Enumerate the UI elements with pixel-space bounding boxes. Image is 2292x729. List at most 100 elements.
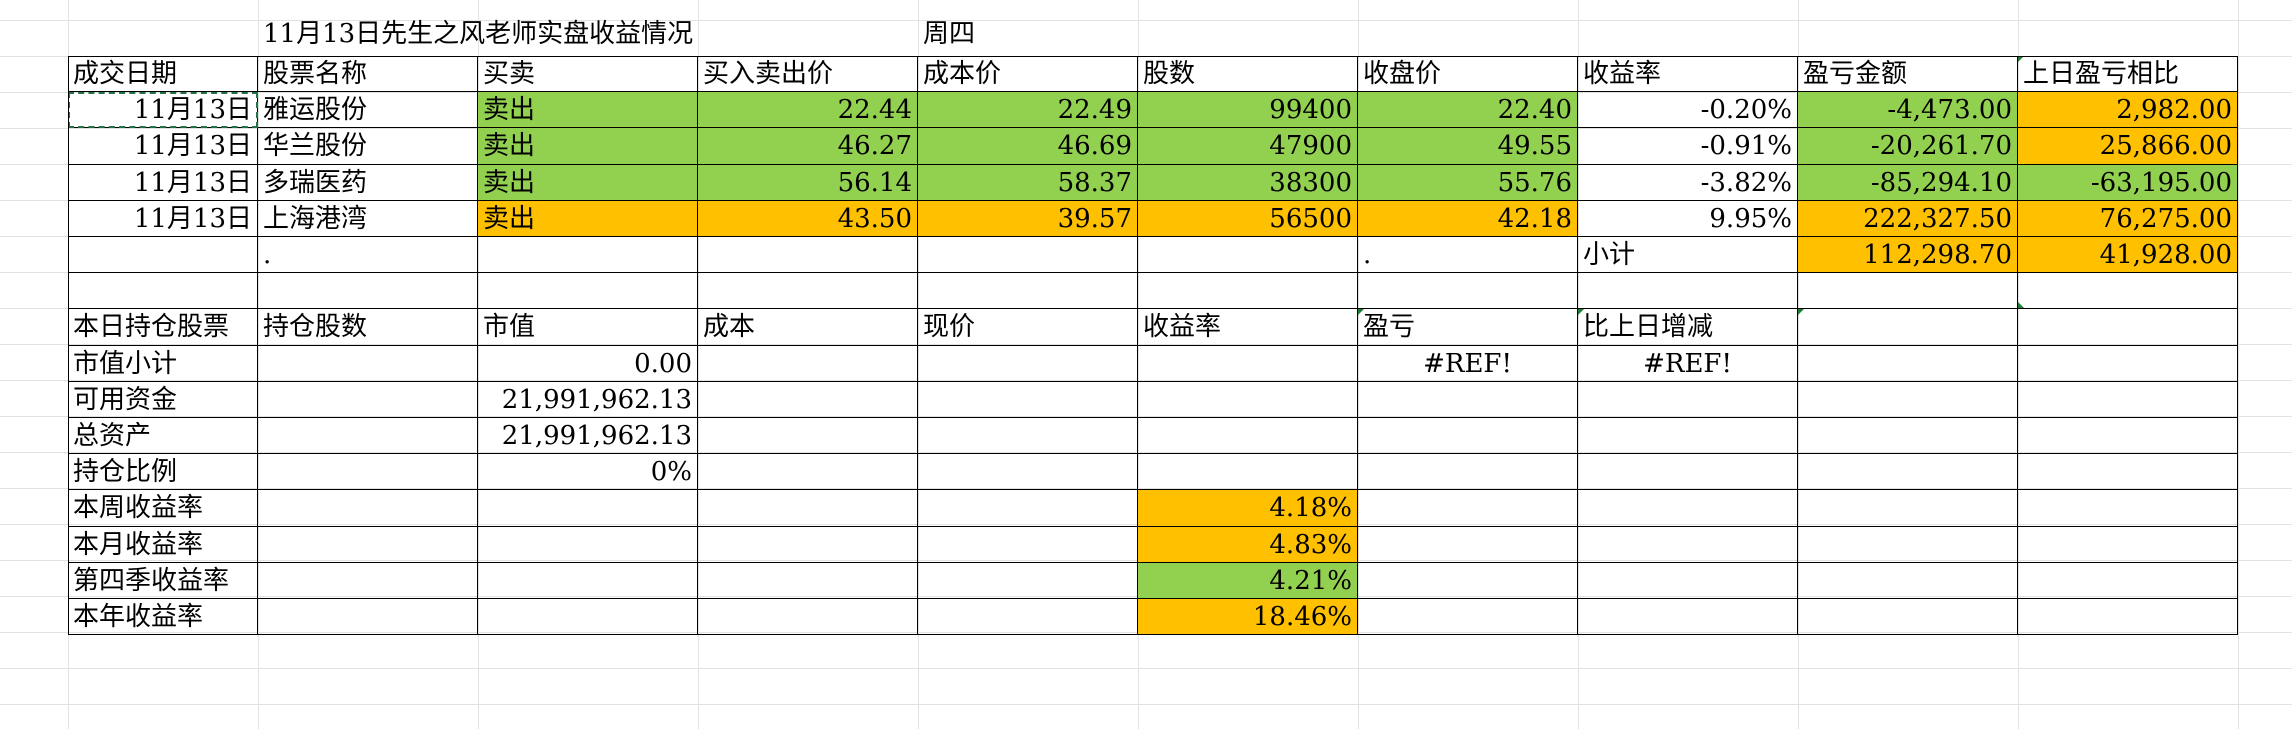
trade-cell-side[interactable]: 卖出 (478, 128, 698, 165)
holdings-cell[interactable] (1798, 490, 2018, 527)
trade-cell-close[interactable]: 42.18 (1358, 201, 1578, 237)
holdings-cell[interactable] (1138, 382, 1358, 418)
trade-cell-shares[interactable]: 56500 (1138, 201, 1358, 237)
holdings-cell[interactable] (258, 346, 478, 382)
trade-cell-prev[interactable]: 25,866.00 (2018, 128, 2238, 165)
holdings-cell[interactable] (1358, 490, 1578, 527)
holdings-label[interactable]: 本周收益率 (68, 490, 258, 527)
empty-row-cell[interactable] (1578, 273, 1798, 309)
holdings-cell[interactable] (1358, 563, 1578, 599)
trade-cell-cost[interactable]: 39.57 (918, 201, 1138, 237)
trade-cell-prev[interactable]: -63,195.00 (2018, 165, 2238, 201)
empty-row-cell[interactable] (68, 273, 258, 309)
trade-cell-pnl[interactable]: 222,327.50 (1798, 201, 2018, 237)
holdings-cell[interactable] (258, 527, 478, 563)
subtotal-prev[interactable]: 41,928.00 (2018, 237, 2238, 273)
subtotal-dot-b[interactable]: . (258, 237, 478, 273)
holdings-cell[interactable] (698, 346, 918, 382)
holdings-cell[interactable] (918, 599, 1138, 635)
subtotal-label[interactable]: 小计 (1578, 237, 1798, 273)
trades-header-cell[interactable]: 股票名称 (258, 56, 478, 92)
holdings-header-cell[interactable]: 盈亏 (1358, 309, 1578, 346)
trade-cell-shares[interactable]: 99400 (1138, 92, 1358, 128)
trade-cell-rate[interactable]: -0.20% (1578, 92, 1798, 128)
holdings-cell[interactable] (698, 599, 918, 635)
holdings-rate[interactable]: 4.83% (1138, 527, 1358, 563)
holdings-cell[interactable] (2018, 563, 2238, 599)
trades-header-cell[interactable]: 成交日期 (68, 56, 258, 92)
holdings-cell[interactable] (1358, 454, 1578, 490)
holdings-cell[interactable] (2018, 346, 2238, 382)
holdings-header-cell[interactable]: 本日持仓股票 (68, 309, 258, 346)
holdings-cell[interactable] (698, 418, 918, 454)
holdings-cell[interactable] (918, 346, 1138, 382)
holdings-cell[interactable] (258, 563, 478, 599)
holdings-cell[interactable] (1358, 527, 1578, 563)
holdings-cell[interactable] (1798, 527, 2018, 563)
holdings-cell[interactable] (1578, 454, 1798, 490)
holdings-cell[interactable] (258, 599, 478, 635)
holdings-label[interactable]: 市值小计 (68, 346, 258, 382)
holdings-cell[interactable] (1578, 382, 1798, 418)
holdings-market-value[interactable]: 0% (478, 454, 698, 490)
trade-cell-pnl[interactable]: -20,261.70 (1798, 128, 2018, 165)
holdings-cell[interactable] (478, 599, 698, 635)
holdings-cell[interactable] (1798, 346, 2018, 382)
empty-row-cell[interactable] (1358, 273, 1578, 309)
trade-cell-rate[interactable]: -0.91% (1578, 128, 1798, 165)
subtotal-row-cell[interactable] (68, 237, 258, 273)
trade-cell-date[interactable]: 11月13日 (68, 201, 258, 237)
holdings-cell[interactable] (478, 563, 698, 599)
sheet-title[interactable]: 11月13日先生之风老师实盘收益情况 (263, 19, 694, 49)
trade-cell-date[interactable]: 11月13日 (68, 128, 258, 165)
holdings-rate[interactable]: 4.21% (1138, 563, 1358, 599)
holdings-cell[interactable] (1798, 418, 2018, 454)
subtotal-pnl[interactable]: 112,298.70 (1798, 237, 2018, 273)
holdings-cell[interactable] (2018, 418, 2238, 454)
holdings-market-value[interactable]: 0.00 (478, 346, 698, 382)
trade-cell-close[interactable]: 49.55 (1358, 128, 1578, 165)
trade-cell-name[interactable]: 多瑞医药 (258, 165, 478, 201)
trades-header-cell[interactable]: 收盘价 (1358, 56, 1578, 92)
empty-row-cell[interactable] (258, 273, 478, 309)
holdings-market-value[interactable]: 21,991,962.13 (478, 418, 698, 454)
holdings-cell[interactable] (1138, 418, 1358, 454)
trade-cell-date[interactable]: 11月13日 (68, 165, 258, 201)
holdings-cell[interactable] (1578, 418, 1798, 454)
trades-header-cell[interactable]: 买卖 (478, 56, 698, 92)
holdings-cell[interactable] (1798, 454, 2018, 490)
holdings-cell[interactable] (258, 418, 478, 454)
trade-cell-price[interactable]: 46.27 (698, 128, 918, 165)
trades-header-cell[interactable]: 收益率 (1578, 56, 1798, 92)
trade-cell-price[interactable]: 22.44 (698, 92, 918, 128)
trades-header-cell[interactable]: 买入卖出价 (698, 56, 918, 92)
holdings-cell[interactable] (918, 418, 1138, 454)
trade-cell-rate[interactable]: 9.95% (1578, 201, 1798, 237)
trade-cell-close[interactable]: 22.40 (1358, 92, 1578, 128)
holdings-label[interactable]: 总资产 (68, 418, 258, 454)
trade-cell-name[interactable]: 上海港湾 (258, 201, 478, 237)
subtotal-dot-g[interactable]: . (1358, 237, 1578, 273)
holdings-market-value[interactable]: 21,991,962.13 (478, 382, 698, 418)
holdings-delta[interactable]: #REF! (1578, 346, 1798, 382)
holdings-header-cell[interactable]: 现价 (918, 309, 1138, 346)
trade-cell-side[interactable]: 卖出 (478, 201, 698, 237)
holdings-cell[interactable] (1358, 599, 1578, 635)
holdings-cell[interactable] (698, 454, 918, 490)
trades-header-cell[interactable]: 盈亏金额 (1798, 56, 2018, 92)
holdings-cell[interactable] (258, 454, 478, 490)
holdings-cell[interactable] (1578, 490, 1798, 527)
holdings-cell[interactable] (1578, 563, 1798, 599)
holdings-cell[interactable] (918, 563, 1138, 599)
trade-cell-rate[interactable]: -3.82% (1578, 165, 1798, 201)
trade-cell-price[interactable]: 56.14 (698, 165, 918, 201)
trade-cell-shares[interactable]: 47900 (1138, 128, 1358, 165)
empty-row-cell[interactable] (918, 273, 1138, 309)
holdings-header-cell[interactable]: 市值 (478, 309, 698, 346)
holdings-cell[interactable] (1798, 382, 2018, 418)
empty-row-cell[interactable] (1138, 273, 1358, 309)
subtotal-row-cell[interactable] (918, 237, 1138, 273)
holdings-header-cell[interactable] (2018, 309, 2238, 346)
holdings-label[interactable]: 本年收益率 (68, 599, 258, 635)
weekday-label[interactable]: 周四 (923, 19, 976, 49)
